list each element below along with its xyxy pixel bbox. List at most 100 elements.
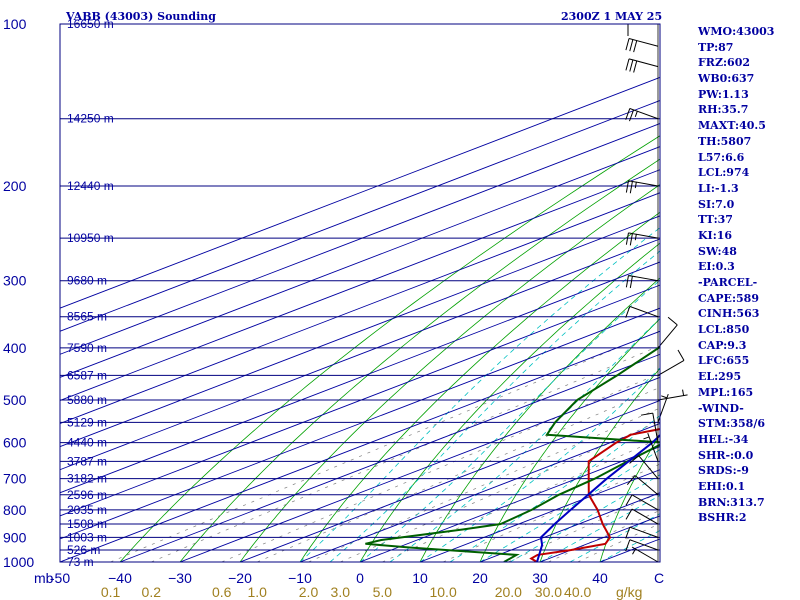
- dry-adiabat: [780, 24, 800, 562]
- wind-barb-flag: [625, 38, 630, 51]
- wind-barb-staff: [657, 394, 688, 401]
- pressure-label: 600: [3, 435, 27, 451]
- isotherm: [60, 284, 660, 517]
- wind-barb-flag: [625, 275, 629, 288]
- index-item: EHI:0.1: [698, 479, 746, 493]
- wind-barb-flag: [629, 39, 634, 52]
- wind-barb-staff: [628, 58, 659, 68]
- indices-panel: WMO:43003 TP:87 FRZ:602 WB0:637 PW:1.13 RH:35…: [698, 24, 774, 526]
- mixing-ratio-label: 1.0: [247, 584, 267, 600]
- index-item: -PARCEL-: [698, 276, 758, 289]
- pressure-label: 300: [3, 273, 27, 289]
- isotherm: [299, 423, 660, 562]
- mixing-ratio-label: 40.0: [564, 584, 591, 600]
- pressure-label: 500: [3, 392, 27, 408]
- temperature-tick-label: 40: [592, 570, 608, 586]
- height-label: 2035 m: [67, 503, 107, 517]
- index-item: EI:0.3: [698, 260, 735, 274]
- index-item: TT:37: [698, 213, 733, 227]
- index-item: WB0:637: [698, 72, 755, 86]
- wind-barb: [625, 108, 659, 122]
- moist-adiabat: [329, 250, 660, 562]
- isotherm: [179, 376, 660, 562]
- isotherm: [60, 215, 660, 448]
- wind-barb-staff: [629, 539, 659, 551]
- height-label: 8565 m: [67, 310, 107, 324]
- wind-barb-half-flag: [632, 548, 636, 555]
- height-label: 526 m: [67, 543, 100, 557]
- index-item: STM:358/6: [698, 417, 765, 431]
- wind-barb-flag: [625, 58, 630, 71]
- wind-barb-staff: [657, 359, 685, 376]
- wind-barb: [643, 432, 659, 462]
- height-label: 5129 m: [67, 415, 107, 429]
- wind-barb-flag: [640, 412, 653, 416]
- wind-barb-flag: [633, 60, 638, 73]
- height-label: 4440 m: [67, 436, 107, 450]
- temperature-tick-label: −20: [228, 570, 252, 586]
- isotherm: [60, 307, 660, 540]
- index-item: SHR-:0.0: [698, 448, 754, 462]
- pressure-label: 400: [3, 340, 27, 356]
- wind-barb-staff: [631, 494, 659, 511]
- wind-barb-flag: [625, 306, 631, 318]
- index-item: TP:87: [698, 40, 734, 54]
- height-label: 12440 m: [67, 179, 114, 193]
- wind-barb-staff: [634, 475, 659, 496]
- wind-barb: [625, 539, 659, 552]
- wind-barb-staff: [628, 232, 659, 239]
- index-item: LFC:655: [698, 354, 750, 368]
- isotherm: [60, 123, 660, 355]
- wind-barb: [625, 274, 659, 289]
- wind-barb-flag: [628, 109, 635, 122]
- wind-barb: [629, 455, 659, 479]
- pressure-label: 700: [3, 471, 27, 487]
- height-label: 14250 m: [67, 112, 114, 126]
- chart-datetime: 2300Z 1 MAY 25: [561, 10, 663, 23]
- profile-line-0: [529, 428, 660, 562]
- temperature-tick-label: 0: [356, 570, 364, 586]
- wind-barb: [625, 508, 659, 525]
- wind-barb: [657, 389, 688, 401]
- height-label: 9680 m: [67, 274, 107, 288]
- plot-frame: [59, 23, 661, 563]
- wind-barb-staff: [647, 432, 659, 462]
- isotherm: [60, 146, 660, 378]
- wind-barb: [625, 180, 659, 194]
- isotherm: [359, 446, 660, 562]
- height-label: 1508 m: [67, 517, 107, 531]
- wind-barb-flag: [629, 233, 633, 246]
- wind-barb-flag: [625, 508, 633, 520]
- wind-barb: [625, 526, 659, 539]
- height-label: 6587 m: [67, 368, 107, 382]
- isotherm: [60, 76, 660, 309]
- index-item: L57:6.6: [698, 150, 745, 164]
- mixing-ratio-label: 30.0: [535, 584, 562, 600]
- wind-barb-flag: [626, 475, 636, 486]
- index-item: MAXT:40.5: [698, 119, 766, 133]
- index-item: HEL:-34: [698, 432, 749, 446]
- moist-adiabat: [569, 513, 660, 562]
- profile-line-1: [365, 346, 660, 562]
- index-item: SI:7.0: [698, 197, 735, 211]
- wind-barb-half-flag: [661, 395, 668, 399]
- index-item: LCL:974: [698, 166, 750, 180]
- index-item: CINH:563: [698, 307, 760, 321]
- isotherm: [239, 399, 660, 562]
- index-item: FRZ:602: [698, 56, 751, 70]
- temperature-tick-label: −40: [108, 570, 132, 586]
- temperature-tick-label: -50: [50, 570, 70, 586]
- wind-barb-flag: [625, 180, 629, 193]
- wind-barb-flag: [625, 526, 631, 539]
- wind-barb-flag: [629, 276, 633, 289]
- wind-barb-flag: [625, 539, 631, 552]
- mixing-ratio-unit-label: g/kg: [616, 584, 642, 600]
- height-label: 3787 m: [67, 454, 107, 468]
- temperature-tick-label: 20: [472, 570, 488, 586]
- wind-barb-flag: [629, 181, 633, 194]
- wind-barb: [625, 305, 659, 318]
- mixing-ratio-label: 5.0: [373, 584, 393, 600]
- height-label: 1003 m: [67, 530, 107, 544]
- wind-barb-flag: [625, 108, 631, 120]
